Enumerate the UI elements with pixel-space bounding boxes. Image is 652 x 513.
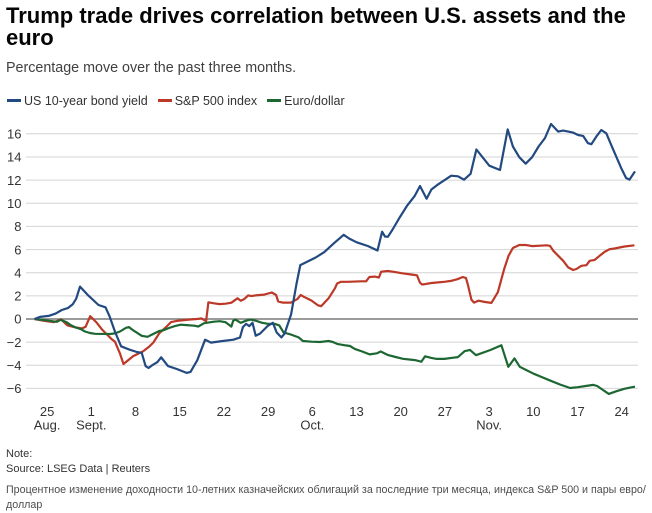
svg-text:2: 2 xyxy=(14,289,21,304)
svg-text:Aug.: Aug. xyxy=(34,418,61,433)
svg-text:14: 14 xyxy=(7,150,21,165)
svg-text:6: 6 xyxy=(14,242,21,257)
svg-text:0: 0 xyxy=(14,312,21,327)
svg-text:Oct.: Oct. xyxy=(300,418,324,433)
svg-text:16: 16 xyxy=(7,127,21,142)
svg-text:24: 24 xyxy=(614,404,628,419)
svg-text:−6: −6 xyxy=(7,381,22,396)
svg-text:12: 12 xyxy=(7,173,21,188)
svg-text:4: 4 xyxy=(14,265,21,280)
svg-text:−2: −2 xyxy=(7,335,22,350)
svg-text:13: 13 xyxy=(349,404,363,419)
svg-text:10: 10 xyxy=(7,196,21,211)
svg-text:6: 6 xyxy=(309,404,316,419)
svg-text:8: 8 xyxy=(14,219,21,234)
svg-text:17: 17 xyxy=(570,404,584,419)
svg-text:10: 10 xyxy=(526,404,540,419)
svg-text:22: 22 xyxy=(217,404,231,419)
svg-text:8: 8 xyxy=(132,404,139,419)
svg-text:Nov.: Nov. xyxy=(476,418,502,433)
svg-text:20: 20 xyxy=(393,404,407,419)
svg-text:1: 1 xyxy=(88,404,95,419)
svg-text:Sept.: Sept. xyxy=(76,418,106,433)
svg-text:15: 15 xyxy=(172,404,186,419)
svg-text:29: 29 xyxy=(261,404,275,419)
svg-text:27: 27 xyxy=(438,404,452,419)
svg-text:3: 3 xyxy=(485,404,492,419)
svg-text:−4: −4 xyxy=(7,358,22,373)
svg-text:25: 25 xyxy=(40,404,54,419)
